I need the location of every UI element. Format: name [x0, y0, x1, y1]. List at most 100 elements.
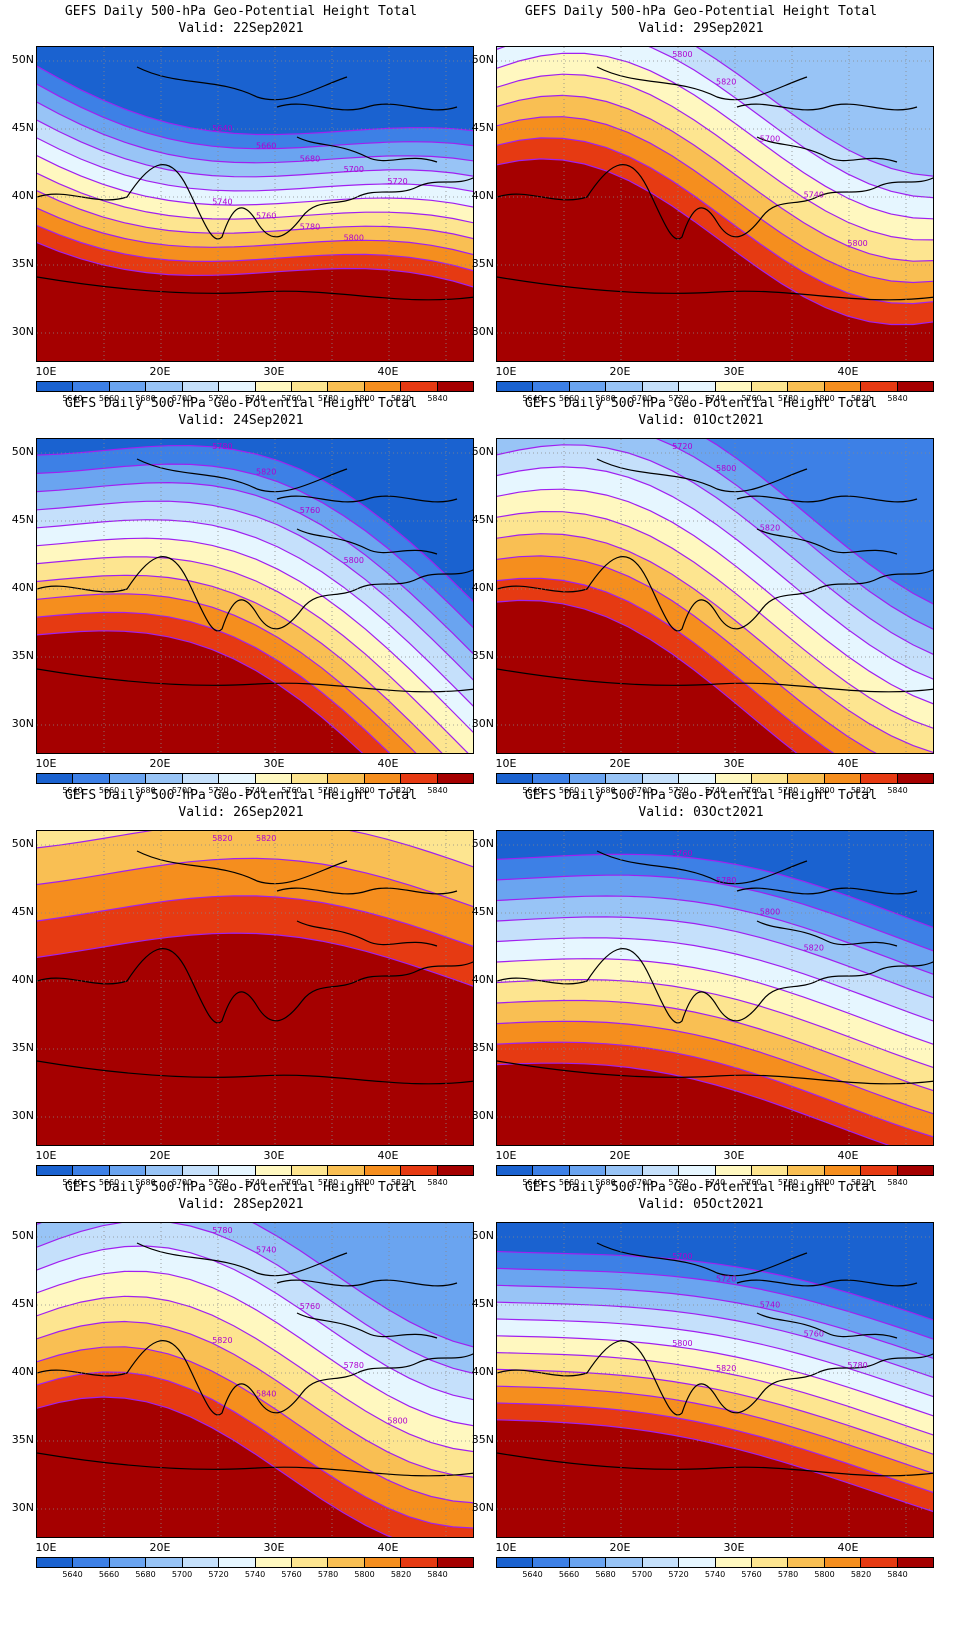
colorbar-swatch — [182, 1558, 220, 1567]
contour-line — [37, 1223, 473, 1348]
lon-tick-label: 40E — [377, 757, 399, 770]
colorbar-label: 5680 — [595, 1570, 616, 1579]
colorbar-label: 5800 — [354, 394, 375, 403]
valid-date: Valid: 28Sep2021 — [178, 1197, 304, 1212]
colorbar-swatch — [824, 1166, 862, 1175]
lat-tick-label: 30N — [11, 325, 34, 338]
colorbar-swatch — [146, 382, 183, 391]
lat-tick-label: 30N — [11, 717, 34, 730]
colorbar-swatch — [255, 1166, 292, 1175]
coastline — [37, 66, 473, 301]
contour-line — [497, 52, 933, 220]
colorbar-label: 5700 — [631, 394, 653, 403]
colorbar-label: 5720 — [208, 786, 229, 795]
panel-title: GEFS Daily 500-hPa Geo-Potential Height … — [64, 1180, 418, 1195]
contour-line — [497, 1041, 933, 1138]
contour-label: 5720 — [672, 442, 692, 451]
contour-line — [497, 937, 933, 1022]
height-map: 5700 5720 5740 5760 5780 5800 5820 — [496, 1222, 934, 1538]
valid-date: Valid: 22Sep2021 — [178, 21, 304, 36]
contour-label: 5800 — [387, 1417, 407, 1426]
colorbar-swatch — [679, 1558, 716, 1567]
colorbar-label: 5640 — [522, 786, 543, 795]
map-canvas: 5820 5820 — [37, 831, 473, 1145]
colorbar-label: 5660 — [558, 786, 580, 795]
contour-line — [37, 119, 473, 178]
lat-tick-label: 40N — [471, 973, 494, 986]
contour-label: 5820 — [804, 944, 824, 953]
contour-label: 5820 — [212, 834, 232, 843]
colorbar-label: 5700 — [631, 786, 653, 795]
lat-tick-label: 35N — [11, 649, 34, 662]
colorbar-label: 5820 — [390, 1178, 412, 1187]
colorbar-swatch — [146, 774, 183, 783]
map-canvas: 5780 5820 5760 5800 — [37, 439, 473, 753]
contour-label: 5700 — [672, 1252, 692, 1261]
colorbar-label: 5840 — [887, 1178, 908, 1187]
colorbar-swatch — [606, 1166, 643, 1175]
lat-tick-label: 30N — [11, 1501, 34, 1514]
colorbar-label: 5800 — [354, 1570, 375, 1579]
colorbar-label: 5660 — [558, 1178, 580, 1187]
colorbar-label: 5840 — [427, 394, 448, 403]
colorbar-label: 5720 — [208, 394, 229, 403]
contour-line — [497, 958, 933, 1045]
coastline — [497, 66, 933, 301]
lon-tick-label: 10E — [495, 365, 517, 378]
contour-label: 5820 — [212, 1336, 232, 1345]
contour-label: 5760 — [804, 1329, 824, 1338]
contour-label: 5800 — [344, 556, 364, 565]
valid-date: Valid: 05Oct2021 — [638, 1197, 764, 1212]
contour-line — [497, 874, 933, 952]
colorbar-swatch — [569, 1558, 607, 1567]
map-panel-7: GEFS Daily 500-hPa Geo-Potential Height … — [0, 1176, 482, 1586]
colorbar-swatch — [715, 1166, 752, 1175]
colorbar-swatch — [569, 774, 607, 783]
colorbar-swatch — [37, 1166, 74, 1175]
colorbar-label: 5760 — [281, 1178, 302, 1187]
colorbar-swatch — [364, 774, 402, 783]
colorbar-label: 5760 — [281, 1570, 302, 1579]
lon-tick-label: 30E — [723, 1149, 745, 1162]
colorbar-swatch — [679, 382, 716, 391]
lat-tick-label: 35N — [11, 257, 34, 270]
colorbar-swatch — [788, 1558, 825, 1567]
colorbar — [36, 1557, 474, 1568]
map-panel-5: GEFS Daily 500-hPa Geo-Potential Height … — [0, 784, 482, 1194]
colorbar-label: 5640 — [62, 786, 83, 795]
contour-label: 5820 — [716, 77, 736, 86]
contour-line — [497, 599, 798, 753]
colorbar-label: 5680 — [595, 786, 616, 795]
map-canvas: 5760 5780 5800 5820 — [497, 831, 933, 1145]
colorbar-swatch — [751, 1166, 789, 1175]
lat-tick-label: 50N — [11, 53, 34, 66]
contour-label: 5800 — [760, 908, 780, 917]
contour-line — [497, 94, 933, 262]
colorbar-swatch — [291, 774, 329, 783]
lon-tick-label: 40E — [837, 1541, 859, 1554]
colorbar-label: 5760 — [741, 786, 762, 795]
band-fill — [497, 47, 933, 177]
contour-line — [37, 481, 473, 655]
contour-line — [497, 1250, 933, 1321]
coastline — [37, 850, 473, 1085]
lon-tick-label: 40E — [837, 365, 859, 378]
contour-line — [497, 1335, 933, 1417]
map-canvas: 5700 5720 5740 5760 5780 5800 5820 — [497, 1223, 933, 1537]
contour-label: 5800 — [716, 464, 736, 473]
colorbar-label: 5740 — [704, 1178, 726, 1187]
contour-line — [37, 1270, 473, 1427]
contour-label: 5780 — [300, 222, 320, 231]
colorbar-swatch — [291, 382, 329, 391]
lat-tick-label: 45N — [471, 513, 494, 526]
lat-tick-label: 30N — [11, 1109, 34, 1122]
colorbar-label: 5720 — [668, 1570, 689, 1579]
lat-tick-label: 40N — [11, 1365, 34, 1378]
panel-title: GEFS Daily 500-hPa Geo-Potential Height … — [64, 788, 418, 803]
contour-label: 5780 — [344, 1361, 364, 1370]
panel-title: GEFS Daily 500-hPa Geo-Potential Height … — [524, 1180, 878, 1195]
colorbar-swatch — [788, 1166, 825, 1175]
colorbar-swatch — [861, 382, 898, 391]
coastline — [37, 458, 473, 693]
lon-tick-label: 10E — [35, 365, 57, 378]
